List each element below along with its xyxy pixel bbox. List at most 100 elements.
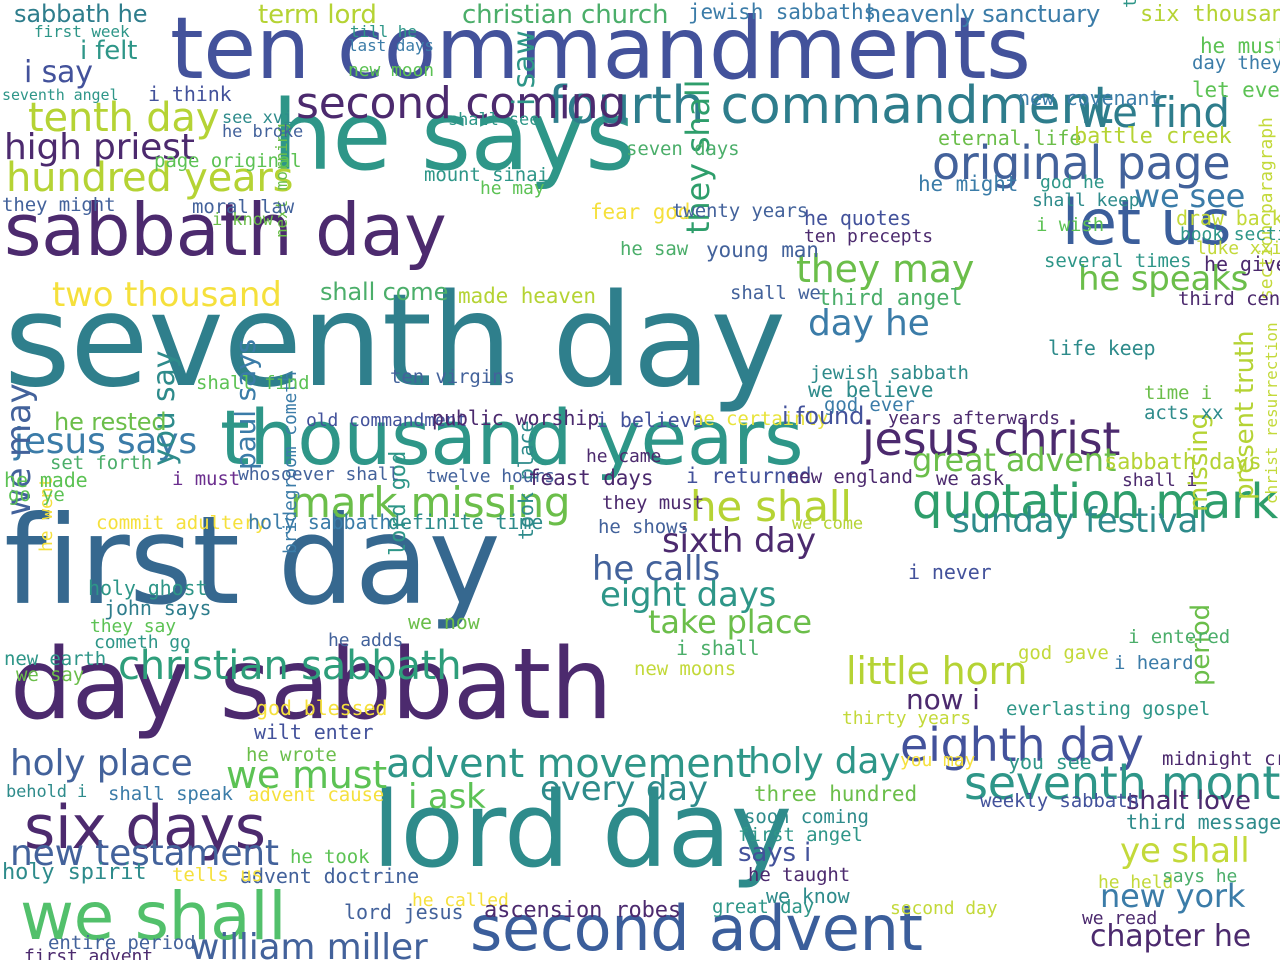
cloud-word: everlasting gospel: [1006, 698, 1211, 720]
cloud-word: shall come: [320, 278, 449, 306]
cloud-word: seventh angel: [2, 86, 119, 104]
cloud-word: we now: [408, 610, 480, 634]
cloud-word: take place: [648, 603, 812, 641]
cloud-word: jewish sabbaths: [688, 0, 877, 24]
cloud-word: sabbath days: [1104, 450, 1262, 475]
cloud-word: shalt love: [1126, 786, 1251, 816]
cloud-word: he held: [1098, 872, 1174, 893]
cloud-word: last days: [348, 36, 434, 55]
cloud-word: made heaven: [458, 284, 596, 308]
cloud-word: holy ghost: [88, 576, 208, 600]
cloud-word: jewish sabbath: [810, 362, 969, 384]
cloud-word: lord day: [372, 769, 792, 891]
cloud-word: seventh month: [964, 756, 1280, 810]
cloud-word: third angel: [818, 286, 963, 311]
cloud-word: sixth day: [662, 521, 816, 561]
cloud-word: they may: [796, 247, 975, 291]
cloud-word: day they: [1192, 52, 1280, 74]
cloud-word: let us: [1062, 186, 1232, 259]
cloud-word: six thousand: [1140, 2, 1280, 27]
cloud-word: i ask: [408, 777, 486, 817]
cloud-word: twelve hours: [426, 466, 555, 487]
cloud-word: term lord: [258, 0, 377, 30]
cloud-word: holy day: [748, 741, 901, 782]
cloud-word: holy spirit: [2, 860, 147, 885]
cloud-word: life keep: [1048, 336, 1156, 360]
cloud-word: battle creek: [1074, 124, 1232, 149]
cloud-word: lord jesus: [344, 900, 464, 924]
cloud-word: you see: [1008, 750, 1092, 774]
cloud-word: quotation mark: [912, 474, 1279, 530]
cloud-word: high priest: [4, 127, 195, 168]
cloud-word: shall see: [448, 110, 540, 130]
cloud-word: we must: [226, 753, 388, 797]
cloud-word: he taught: [748, 864, 851, 886]
cloud-word: he gives: [1204, 252, 1280, 276]
cloud-word: shall find: [196, 372, 310, 394]
cloud-word: he must: [1200, 34, 1280, 58]
cloud-word: seventh day: [4, 267, 786, 416]
cloud-word: paul says: [229, 338, 262, 470]
cloud-word: i wish: [1036, 214, 1105, 236]
cloud-word: ascension robes: [484, 898, 682, 923]
cloud-word: luke xxiii: [1196, 238, 1280, 259]
cloud-word: young man: [706, 238, 819, 262]
cloud-word: ten precepts: [804, 226, 933, 247]
cloud-word: new earth: [4, 648, 107, 670]
cloud-word: we ask: [936, 468, 1005, 490]
cloud-word: john says: [104, 596, 212, 620]
cloud-word: he says: [272, 80, 635, 192]
cloud-word: great advent: [912, 441, 1117, 479]
cloud-word: jesus says: [14, 421, 197, 462]
cloud-word: i shall: [676, 636, 760, 660]
cloud-word: says i: [738, 838, 812, 868]
cloud-word: he calls: [592, 549, 721, 589]
cloud-word: cometh go: [94, 632, 191, 653]
cloud-word: he might: [918, 172, 1019, 196]
cloud-word: hundred years: [6, 155, 294, 201]
cloud-word: holy place: [10, 743, 193, 784]
cloud-word: he wrote: [246, 744, 337, 766]
cloud-word: little horn: [846, 649, 1028, 693]
cloud-word: i believe: [596, 408, 704, 432]
cloud-word: acts xx: [1144, 402, 1224, 424]
cloud-word: six days: [24, 793, 266, 863]
cloud-word: you may: [900, 750, 976, 771]
cloud-word: midnight cry: [1162, 748, 1280, 770]
cloud-word: fear god: [590, 200, 691, 224]
cloud-word: new york: [1100, 877, 1246, 915]
cloud-word: we believe: [808, 378, 934, 402]
cloud-word: they say: [90, 616, 176, 637]
cloud-word: he quotes: [804, 206, 912, 230]
cloud-word: we see: [1134, 177, 1246, 215]
cloud-word: he saw: [620, 238, 689, 260]
cloud-word: i felt: [80, 36, 138, 66]
cloud-word: first week: [34, 22, 130, 41]
cloud-word: chapter he: [1090, 919, 1251, 954]
cloud-word: let every: [1192, 78, 1280, 102]
cloud-word: i know: [212, 210, 273, 230]
cloud-word: new covenant: [1018, 86, 1162, 110]
cloud-word: time i: [1144, 382, 1213, 404]
cloud-word: we find: [1078, 88, 1230, 137]
cloud-word: day he: [808, 303, 930, 344]
cloud-word: tells us: [172, 864, 263, 886]
cloud-word: third century: [1178, 288, 1280, 310]
cloud-word: christian sabbath: [118, 643, 462, 689]
cloud-word: eight days: [600, 575, 777, 615]
cloud-word: wilt enter: [254, 720, 374, 744]
cloud-word: several times: [1044, 250, 1192, 272]
cloud-word: first angel: [738, 824, 863, 846]
cloud-word: heavenly sanctuary: [866, 0, 1101, 28]
cloud-word: he may: [480, 178, 545, 199]
cloud-word: i think: [148, 82, 232, 106]
cloud-word: second coming: [296, 78, 627, 129]
cloud-word: eternal life: [938, 126, 1082, 150]
cloud-word: two thousand: [52, 275, 282, 315]
cloud-word: he adds: [328, 630, 404, 651]
cloud-word: twenty years: [672, 200, 809, 222]
cloud-word: set forth: [50, 452, 153, 474]
cloud-word: shall we: [730, 282, 821, 304]
cloud-word: i returned: [686, 464, 812, 488]
